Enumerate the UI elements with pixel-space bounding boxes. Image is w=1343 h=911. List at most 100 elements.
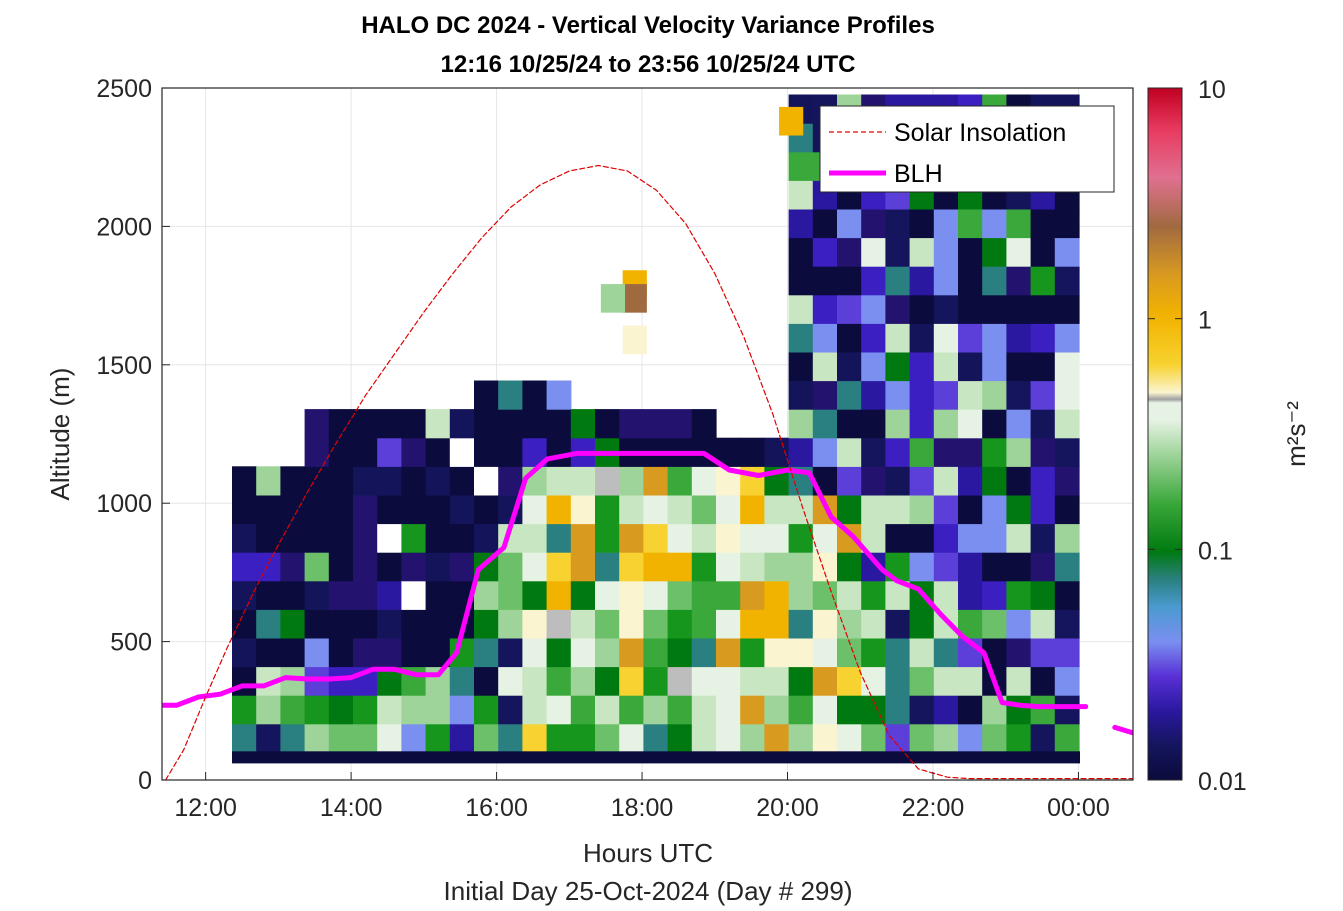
heatmap-cell bbox=[595, 666, 620, 696]
heatmap-cell bbox=[546, 695, 572, 725]
heatmap-cell bbox=[716, 666, 741, 696]
heatmap-cell bbox=[619, 409, 644, 439]
heatmap-cell bbox=[982, 723, 1007, 753]
heatmap-cell bbox=[304, 723, 330, 753]
heatmap-cell bbox=[232, 466, 257, 496]
heatmap-cell bbox=[740, 695, 765, 725]
heatmap-cell bbox=[933, 723, 959, 753]
heatmap-cell bbox=[982, 351, 1007, 382]
heatmap-cell bbox=[667, 523, 693, 553]
heatmap-cell bbox=[982, 294, 1007, 324]
heatmap-cell bbox=[280, 523, 306, 553]
heatmap-cell bbox=[982, 494, 1007, 525]
heatmap-cell bbox=[474, 580, 499, 610]
heatmap-cell bbox=[861, 409, 886, 439]
heatmap-cell bbox=[1006, 323, 1032, 353]
x-tick-label: 18:00 bbox=[611, 794, 674, 822]
heatmap-cell bbox=[958, 409, 983, 439]
heatmap-cell bbox=[401, 580, 427, 610]
heatmap-cell bbox=[837, 237, 862, 267]
heatmap-cell bbox=[812, 294, 838, 324]
heatmap-cell bbox=[716, 637, 741, 668]
heatmap-cell bbox=[837, 552, 862, 582]
heatmap-cell bbox=[909, 294, 935, 324]
heatmap-cell bbox=[1006, 494, 1032, 525]
heatmap-cell bbox=[1054, 437, 1080, 467]
heatmap-cell bbox=[909, 266, 935, 296]
heatmap-cell bbox=[377, 723, 402, 753]
heatmap-cell bbox=[328, 523, 354, 553]
colorbar-label: m²s⁻² bbox=[1281, 401, 1311, 467]
heatmap-cell bbox=[304, 552, 330, 582]
heatmap-cell bbox=[619, 523, 644, 553]
colorbar-ticks: 0.01 0.1 1 10 bbox=[1148, 76, 1247, 796]
heatmap-cell bbox=[570, 409, 596, 439]
heatmap-cell bbox=[861, 723, 886, 753]
heatmap-cell bbox=[982, 437, 1007, 467]
heatmap-cell bbox=[861, 437, 886, 467]
heatmap-cell bbox=[1006, 695, 1032, 725]
heatmap-cell bbox=[1054, 323, 1080, 353]
heatmap-cell bbox=[958, 723, 983, 753]
heatmap-cell bbox=[861, 351, 886, 382]
heatmap-cell bbox=[764, 552, 790, 582]
heatmap-cell bbox=[885, 294, 911, 324]
heatmap-cell bbox=[425, 523, 451, 553]
heatmap-cell bbox=[425, 552, 451, 582]
heatmap-cell bbox=[401, 409, 427, 439]
legend-box bbox=[819, 105, 1115, 193]
heatmap-cell bbox=[885, 523, 911, 553]
heatmap-cell bbox=[861, 380, 886, 410]
heatmap-cell bbox=[982, 580, 1007, 610]
heatmap-cell bbox=[1006, 580, 1032, 610]
heatmap-cell bbox=[425, 695, 451, 725]
heatmap-cell bbox=[353, 523, 378, 553]
heatmap-cell bbox=[691, 695, 717, 725]
heatmap-cell bbox=[1006, 351, 1032, 382]
heatmap-cell bbox=[353, 695, 378, 725]
heatmap-cell bbox=[909, 437, 935, 467]
heatmap-cell bbox=[570, 523, 596, 553]
heatmap-cell bbox=[474, 523, 499, 553]
heatmap-cell bbox=[861, 609, 886, 639]
heatmap-cell bbox=[328, 552, 354, 582]
heatmap-cell bbox=[522, 609, 548, 639]
heatmap-cell bbox=[982, 409, 1007, 439]
heatmap-cell bbox=[619, 666, 644, 696]
heatmap-cell bbox=[619, 609, 644, 639]
heatmap-cell bbox=[861, 323, 886, 353]
heatmap-cell bbox=[740, 723, 765, 753]
heatmap-cell bbox=[909, 637, 935, 668]
heatmap-cell bbox=[812, 637, 838, 668]
heatmap-cell bbox=[667, 609, 693, 639]
heatmap-cell bbox=[498, 695, 523, 725]
heatmap-cell bbox=[788, 266, 814, 296]
heatmap-cell bbox=[764, 523, 790, 553]
heatmap-cell bbox=[982, 466, 1007, 496]
heatmap-cell bbox=[570, 637, 596, 668]
heatmap-cell bbox=[449, 523, 475, 553]
heatmap-cell bbox=[328, 723, 354, 753]
heatmap-cell bbox=[982, 380, 1007, 410]
axis-ticks: 12:00 14:00 16:00 18:00 20:00 22:00 00:00 0 500 1… bbox=[96, 75, 1109, 822]
heatmap-cell bbox=[546, 523, 572, 553]
heatmap-cell bbox=[449, 466, 475, 496]
heatmap-cell bbox=[691, 523, 717, 553]
heatmap-cell bbox=[958, 695, 983, 725]
x-tick-label: 14:00 bbox=[320, 794, 383, 822]
heatmap-cell bbox=[619, 494, 644, 525]
heatmap-cell bbox=[1030, 523, 1056, 553]
heatmap-cell bbox=[1030, 208, 1056, 239]
heatmap-cell bbox=[788, 494, 814, 525]
x-axis-sublabel: Initial Day 25-Oct-2024 (Day # 299) bbox=[444, 876, 853, 906]
heatmap-cell bbox=[328, 609, 354, 639]
heatmap-cell bbox=[837, 323, 862, 353]
heatmap-cell bbox=[837, 351, 862, 382]
heatmap-cell bbox=[498, 723, 523, 753]
heatmap-cell bbox=[958, 666, 983, 696]
heatmap-cell bbox=[1030, 695, 1056, 725]
heatmap-cell bbox=[861, 266, 886, 296]
heatmap-cell bbox=[643, 552, 669, 582]
heatmap-cell bbox=[232, 609, 257, 639]
heatmap-cell bbox=[1054, 695, 1080, 725]
